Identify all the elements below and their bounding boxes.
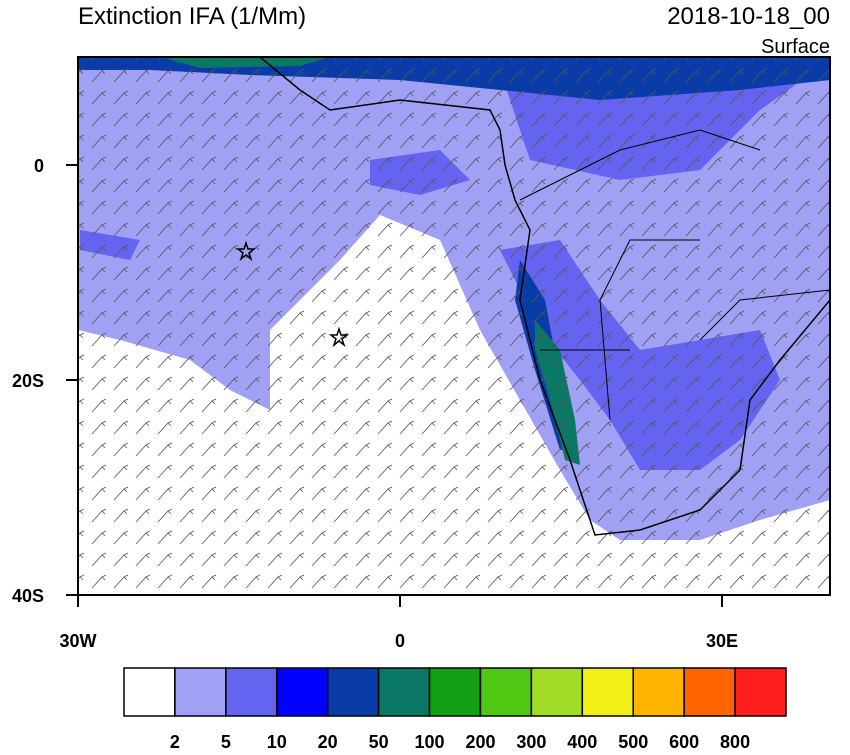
colorbar-box [683,667,736,717]
colorbar-box [123,667,176,717]
date: 2018-10-18_00 [667,3,830,30]
title: Extinction IFA (1/Mm) [78,3,306,30]
colorbar-label: 300 [516,732,546,750]
colorbar-label: 10 [267,732,287,750]
colorbar-label: 600 [669,732,699,750]
lon-label: 30W [59,631,96,651]
colorbar-label: 400 [567,732,597,750]
colorbar-label: 2 [170,732,180,750]
colorbar-box [326,667,380,717]
coastline [259,57,830,536]
colorbar-box [632,667,685,717]
colorbar-label: 200 [465,732,495,750]
colorbar-box [734,667,787,717]
site-marker [235,240,350,348]
colorbar-box [428,667,482,717]
colorbar-box [225,667,278,717]
colorbar-box [377,667,431,717]
colorbar-box [479,667,533,717]
lat-label: 0 [34,156,44,176]
colorbar-box [276,667,329,717]
colorbar-label: 100 [415,732,445,750]
borders [519,129,830,421]
map-frame [77,56,831,596]
lat-label: 40S [12,586,44,606]
colorbar-box [530,667,584,717]
lon-label: 0 [395,631,405,651]
map-field [78,57,830,595]
colorbar-box [581,667,634,717]
wind-barbs [78,57,830,595]
ticks: 0 20S 40S 30W 0 30E [12,156,738,651]
lat-label: 20S [12,371,44,391]
colorbar-box [174,667,227,717]
colorbar-label: 800 [720,732,750,750]
level: Surface [761,36,830,58]
lon-label: 30E [706,631,738,651]
colorbar: 2 5 10 20 50 100 200 300 400 500 600 800 [123,667,787,752]
colorbar-label: 500 [618,732,648,750]
colorbar-label: 5 [221,732,231,750]
colorbar-label: 50 [369,732,389,750]
colorbar-label: 20 [318,732,338,750]
